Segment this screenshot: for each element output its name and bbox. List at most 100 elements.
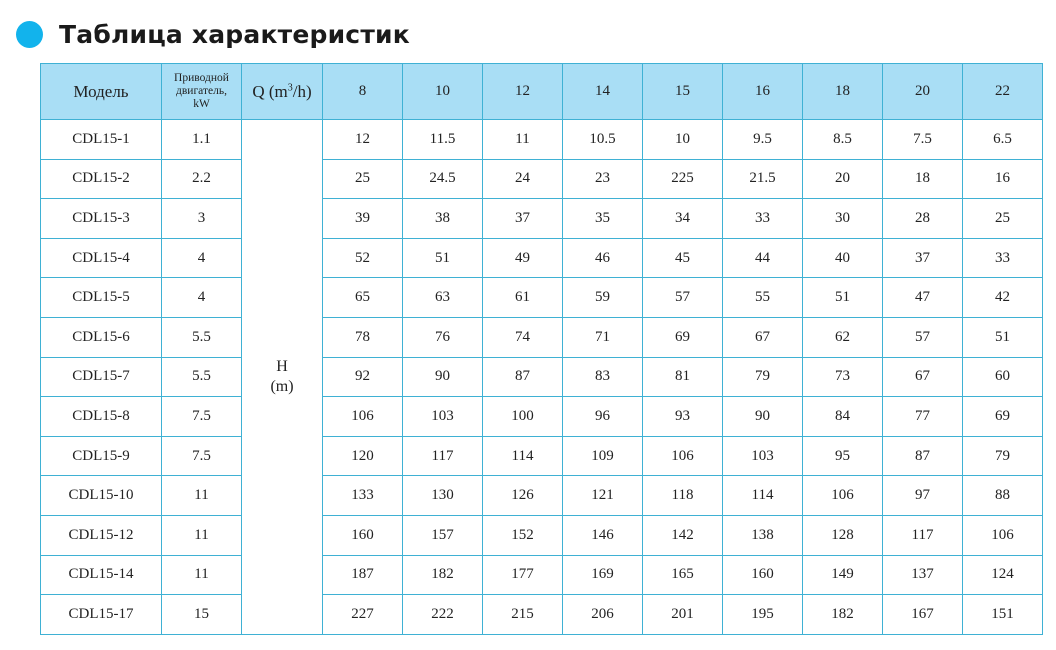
- head-value-cell: 76: [402, 316, 483, 358]
- head-value-cell: 59: [562, 277, 643, 318]
- table-header-row: Модель Приводной двигатель, kW Q (m3/h) …: [40, 63, 1043, 120]
- power-cell: 7.5: [161, 435, 242, 477]
- head-value-cell: 33: [962, 237, 1043, 279]
- head-value-cell: 37: [882, 237, 963, 279]
- power-cell: 4: [161, 277, 242, 318]
- characteristics-table: Модель Приводной двигатель, kW Q (m3/h) …: [40, 63, 1043, 635]
- head-value-cell: 10: [642, 119, 723, 160]
- head-value-cell: 151: [962, 594, 1043, 635]
- head-value-cell: 97: [882, 475, 963, 516]
- head-value-cell: 106: [962, 514, 1043, 556]
- head-value-cell: 157: [402, 514, 483, 556]
- head-value-cell: 121: [562, 475, 643, 516]
- model-cell: CDL15-14: [40, 554, 162, 596]
- head-value-cell: 44: [722, 237, 803, 279]
- head-value-cell: 222: [402, 594, 483, 635]
- head-value-cell: 30: [802, 198, 883, 239]
- head-value-cell: 79: [962, 435, 1043, 477]
- head-value-cell: 28: [882, 198, 963, 239]
- head-value-cell: 45: [642, 237, 723, 279]
- head-value-cell: 67: [882, 356, 963, 398]
- head-value-cell: 51: [962, 316, 1043, 358]
- head-value-cell: 106: [642, 435, 723, 477]
- head-value-cell: 21.5: [722, 158, 803, 200]
- head-value-cell: 117: [882, 514, 963, 556]
- model-cell: CDL15-3: [40, 198, 162, 239]
- power-cell: 11: [161, 475, 242, 516]
- head-value-cell: 38: [402, 198, 483, 239]
- head-value-cell: 60: [962, 356, 1043, 398]
- head-value-cell: 126: [482, 475, 563, 516]
- head-value-cell: 165: [642, 554, 723, 596]
- head-value-cell: 34: [642, 198, 723, 239]
- head-value-cell: 57: [642, 277, 723, 318]
- head-value-cell: 49: [482, 237, 563, 279]
- table-row: CDL15-4 4 52 51 49 46 45 44 40 37 33: [40, 237, 1043, 279]
- head-value-cell: 169: [562, 554, 643, 596]
- motor-header-line: Приводной: [174, 72, 229, 84]
- table-row: CDL15-1 1.1 H (m) 12 11.5 11 10.5 10 9.5 8.5 7.5 6.5: [40, 119, 1043, 635]
- head-value-cell: 124: [962, 554, 1043, 596]
- head-value-cell: 160: [722, 554, 803, 596]
- head-value-cell: 63: [402, 277, 483, 318]
- power-cell: 5.5: [161, 356, 242, 398]
- model-cell: CDL15-2: [40, 158, 162, 200]
- head-value-cell: 117: [402, 435, 483, 477]
- head-value-cell: 138: [722, 514, 803, 556]
- head-value-cell: 201: [642, 594, 723, 635]
- table-row: CDL15-2 2.2 25 24.5 24 23 225 21.5 20 18 16: [40, 158, 1043, 200]
- table-row: CDL15-6 5.5 78 76 74 71 69 67 62 57 51: [40, 316, 1043, 358]
- head-value-cell: 25: [962, 198, 1043, 239]
- head-value-cell: 118: [642, 475, 723, 516]
- head-value-cell: 65: [322, 277, 403, 318]
- table-row: CDL15-17 15 227 222 215 206 201 195 182 167 151: [40, 594, 1043, 635]
- head-value-cell: 40: [802, 237, 883, 279]
- head-value-cell: 42: [962, 277, 1043, 318]
- head-value-cell: 77: [882, 396, 963, 437]
- head-value-cell: 57: [882, 316, 963, 358]
- head-value-cell: 130: [402, 475, 483, 516]
- head-value-cell: 16: [962, 158, 1043, 200]
- head-value-cell: 137: [882, 554, 963, 596]
- head-value-cell: 133: [322, 475, 403, 516]
- head-value-cell: 109: [562, 435, 643, 477]
- head-value-cell: 78: [322, 316, 403, 358]
- head-value-cell: 114: [722, 475, 803, 516]
- head-value-cell: 9.5: [722, 119, 803, 160]
- head-value-cell: 95: [802, 435, 883, 477]
- head-value-cell: 106: [802, 475, 883, 516]
- head-value-cell: 69: [642, 316, 723, 358]
- head-value-cell: 33: [722, 198, 803, 239]
- motor-header-line: двигатель,: [176, 85, 227, 97]
- column-header-flow-value: 8: [322, 63, 403, 120]
- head-value-cell: 10.5: [562, 119, 643, 160]
- head-value-cell: 100: [482, 396, 563, 437]
- model-cell: CDL15-4: [40, 237, 162, 279]
- model-cell: CDL15-12: [40, 514, 162, 556]
- head-value-cell: 83: [562, 356, 643, 398]
- head-value-cell: 160: [322, 514, 403, 556]
- head-value-cell: 87: [482, 356, 563, 398]
- head-value-cell: 81: [642, 356, 723, 398]
- motor-header-line: kW: [193, 98, 210, 110]
- power-cell: 1.1: [161, 119, 242, 160]
- model-cell: CDL15-1: [40, 119, 162, 160]
- head-value-cell: 142: [642, 514, 723, 556]
- table-row: CDL15-10 11 133 130 126 121 118 114 106 97 88: [40, 475, 1043, 516]
- head-value-cell: 62: [802, 316, 883, 358]
- model-cell: CDL15-17: [40, 594, 162, 635]
- head-value-cell: 225: [642, 158, 723, 200]
- head-value-cell: 187: [322, 554, 403, 596]
- head-value-cell: 182: [402, 554, 483, 596]
- head-value-cell: 106: [322, 396, 403, 437]
- head-value-cell: 46: [562, 237, 643, 279]
- model-cell: CDL15-10: [40, 475, 162, 516]
- head-value-cell: 73: [802, 356, 883, 398]
- head-value-cell: 84: [802, 396, 883, 437]
- model-cell: CDL15-8: [40, 396, 162, 437]
- head-value-cell: 215: [482, 594, 563, 635]
- head-value-cell: 92: [322, 356, 403, 398]
- model-cell: CDL15-7: [40, 356, 162, 398]
- head-value-cell: 114: [482, 435, 563, 477]
- head-value-cell: 23: [562, 158, 643, 200]
